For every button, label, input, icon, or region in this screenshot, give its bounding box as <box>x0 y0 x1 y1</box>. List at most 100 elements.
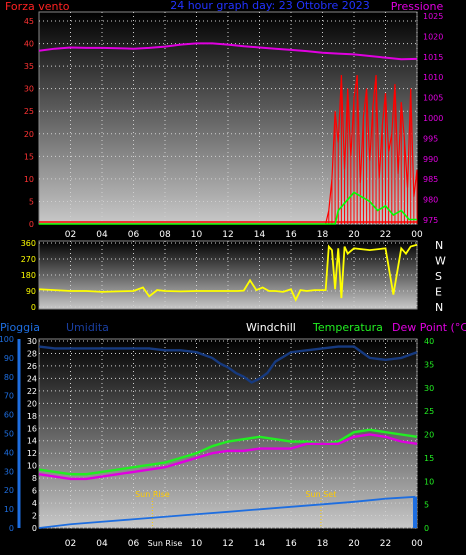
temperature-line <box>38 428 418 476</box>
panel3-right-tick: 0 <box>424 524 429 533</box>
panel1-x-tick: 10 <box>191 230 203 240</box>
panel3-background <box>38 338 418 529</box>
panel1-axes: 02 04 06 08 10 12 14 16 18 20 22 000510152025303540… <box>24 12 444 240</box>
panel3-x-tick: 12 <box>222 539 233 549</box>
panel1-left-tick: 40 <box>24 40 34 49</box>
panel3-right-tick: 15 <box>424 454 434 463</box>
panel3-inner-tick: 12 <box>27 449 37 458</box>
sun-marker-label: Sun Set <box>305 490 336 499</box>
panel1-left-tick: 30 <box>24 85 34 94</box>
panel3-left-tick: 30 <box>4 467 14 476</box>
pressure-label: Pressione <box>391 0 444 13</box>
panel1-right-tick: 985 <box>423 175 438 184</box>
panel1-x-tick: 00 <box>411 230 423 240</box>
panel3-inner-tick: 26 <box>27 362 37 371</box>
panel1-right-tick: 990 <box>423 155 438 164</box>
panel3-left-tick: 90 <box>4 354 14 363</box>
panel3-inner-tick: 8 <box>32 474 37 483</box>
panel1-x-tick: 06 <box>128 230 140 240</box>
panel1-right-tick: 975 <box>423 216 438 225</box>
panel3-right-tick: 35 <box>424 360 434 369</box>
panel3-right-tick: 25 <box>424 407 434 416</box>
rain-label: Pioggia <box>0 321 40 334</box>
panel3-series: Sun Rise Sun Set <box>38 345 418 529</box>
panel3-inner-tick: 2 <box>32 512 37 521</box>
panel1-x-tick: 02 <box>65 230 76 240</box>
panel3-x-tick: 10 <box>191 539 203 549</box>
panel3-inner-tick: 18 <box>27 412 37 421</box>
panel3-left-tick: 80 <box>4 373 14 382</box>
windchill-label: Windchill <box>246 321 296 334</box>
panel3-x-tick: 02 <box>65 539 76 549</box>
panel2-series <box>38 243 418 303</box>
panel2-compass-letter: E <box>435 286 442 299</box>
panel3-x-tick: 00 <box>411 539 423 549</box>
panel3-x-tick: Sun Rise <box>148 539 183 548</box>
panel1-left-tick: 25 <box>24 107 34 116</box>
panel3-right-tick: 30 <box>424 384 434 393</box>
humidity-line <box>38 345 418 384</box>
dewpoint-label: Dew Point (°C) <box>392 321 466 334</box>
temperature-label: Temperatura <box>312 321 383 334</box>
wind-pressure-panel: 02 04 06 08 10 12 14 16 18 20 22 000510152025303540… <box>5 0 443 240</box>
rain-final-bar <box>413 496 417 528</box>
panel3-right-tick: 40 <box>424 337 434 346</box>
panel1-x-tick: 22 <box>380 230 391 240</box>
panel3-left-tick: 40 <box>4 448 14 457</box>
panel3-left-tick: 20 <box>4 486 14 495</box>
panel2-compass-letter: N <box>435 239 443 252</box>
panel3-inner-tick: 16 <box>27 424 37 433</box>
panel3-x-tick: 06 <box>128 539 140 549</box>
panel2-left-tick: 270 <box>21 255 36 264</box>
rain-line <box>38 495 416 529</box>
panel1-right-tick: 1000 <box>423 114 443 123</box>
panel3-inner-tick: 0 <box>32 524 37 533</box>
temperature-humidity-panel: Sun Rise Sun Set 02 04 06 Sun Rise 10 12 14 16 18… <box>0 321 466 549</box>
panel3-right-tick: 10 <box>424 477 434 486</box>
panel1-left-tick: 35 <box>24 62 34 71</box>
panel3-inner-tick: 22 <box>27 387 37 396</box>
panel3-inner-tick: 24 <box>27 374 37 383</box>
panel3-inner-tick: 4 <box>32 499 37 508</box>
panel1-right-tick: 995 <box>423 134 438 143</box>
panel3-left-tick: 60 <box>4 411 14 420</box>
panel3-inner-tick: 28 <box>27 349 37 358</box>
panel2-left-tick: 360 <box>21 239 36 248</box>
panel1-left-tick: 45 <box>24 17 34 26</box>
panel1-x-tick: 08 <box>159 230 171 240</box>
panel2-compass-letter: S <box>435 270 442 283</box>
panel3-inner-tick: 20 <box>27 399 37 408</box>
wind-speed-label: Forza vento <box>5 0 70 13</box>
panel1-left-tick: 15 <box>24 152 34 161</box>
panel2-left-tick: 0 <box>31 303 36 312</box>
panel1-right-tick: 980 <box>423 196 438 205</box>
panel1-left-tick: 10 <box>24 175 34 184</box>
panel1-left-tick: 5 <box>29 197 34 206</box>
panel1-x-tick: 20 <box>348 230 360 240</box>
panel1-right-tick: 1005 <box>423 94 443 103</box>
panel3-x-tick: 18 <box>317 539 329 549</box>
panel3-left-tick: 10 <box>4 505 14 514</box>
panel3-x-tick: 20 <box>348 539 360 549</box>
panel2-left-tick: 90 <box>26 287 36 296</box>
panel3-x-tick: 14 <box>254 539 266 549</box>
panel1-x-tick: 14 <box>254 230 266 240</box>
panel3-x-tick: 22 <box>380 539 391 549</box>
panel1-x-tick: 18 <box>317 230 329 240</box>
pressure-line <box>38 42 418 61</box>
panel1-right-tick: 1015 <box>423 53 443 62</box>
panel3-left-tick: 50 <box>4 430 14 439</box>
panel1-x-tick: 12 <box>222 230 233 240</box>
sun-marker-label: Sun Rise <box>135 490 170 499</box>
panel3-x-tick: 04 <box>96 539 108 549</box>
panel3-left-tick: 70 <box>4 392 14 401</box>
panel3-right-tick: 5 <box>424 501 429 510</box>
panel3-inner-tick: 30 <box>27 337 37 346</box>
panel1-left-tick: 0 <box>29 220 34 229</box>
panel1-x-tick: 16 <box>285 230 297 240</box>
panel1-left-tick: 20 <box>24 130 34 139</box>
panel3-right-tick: 20 <box>424 431 434 440</box>
